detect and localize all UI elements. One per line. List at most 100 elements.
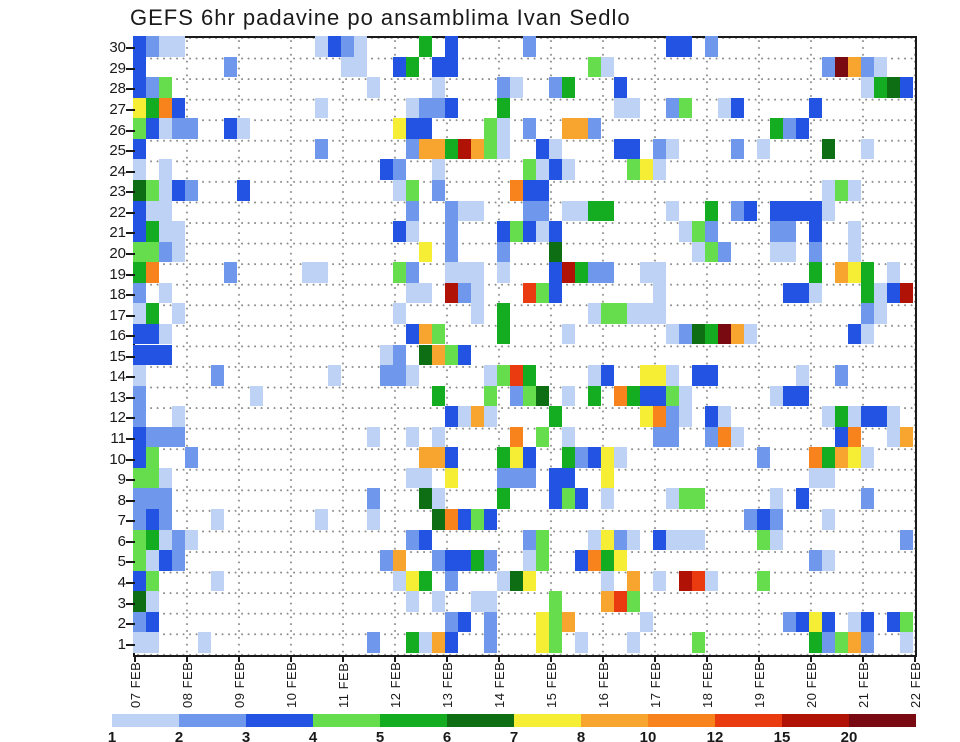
heatmap-cell (133, 529, 146, 551)
heatmap-cell (861, 262, 874, 283)
heatmap-cell (640, 262, 653, 283)
heatmap-cell (159, 426, 172, 448)
heatmap-cell (432, 77, 445, 98)
heatmap-cell (406, 221, 419, 242)
heatmap-cell (640, 406, 653, 427)
heatmap-cell (484, 365, 497, 386)
heatmap-cell (731, 426, 744, 448)
heatmap-cell (666, 97, 679, 119)
heatmap-cell (809, 282, 822, 304)
heatmap-cell (705, 406, 718, 427)
heatmap-cell (406, 56, 419, 78)
heatmap-cell (484, 509, 497, 530)
y-axis-label: 15 (109, 347, 126, 365)
heatmap-cell (445, 262, 458, 283)
heatmap-cell (562, 426, 575, 448)
heatmap-cell (848, 221, 861, 242)
y-axis-label: 4 (117, 574, 126, 592)
heatmap-cell (523, 529, 536, 551)
heatmap-cell (315, 97, 328, 119)
y-axis-tick (126, 335, 135, 338)
heatmap-cell (549, 611, 562, 633)
heatmap-cell (159, 200, 172, 222)
heatmap-cell (432, 488, 445, 510)
heatmap-cell (471, 591, 484, 612)
heatmap-cell (445, 221, 458, 242)
heatmap-cell (614, 303, 627, 324)
heatmap-cell (419, 467, 432, 489)
heatmap-cell (510, 447, 523, 468)
heatmap-cell (237, 118, 250, 139)
heatmap-cell (601, 303, 614, 324)
heatmap-cell (770, 221, 783, 242)
heatmap-cell (770, 241, 783, 263)
heatmap-cell (627, 385, 640, 407)
x-axis-label: 19 FEB (752, 661, 767, 708)
y-axis-tick (126, 273, 135, 276)
heatmap-cell (146, 323, 159, 345)
heatmap-cell (835, 632, 848, 653)
heatmap-cell (809, 241, 822, 263)
heatmap-cell (458, 406, 471, 427)
heatmap-cell (900, 282, 913, 304)
heatmap-cell (549, 282, 562, 304)
heatmap-cell (848, 406, 861, 427)
heatmap-cell (419, 138, 432, 160)
y-axis-label: 20 (109, 244, 126, 262)
heatmap-cell (172, 36, 185, 57)
colorbar-tick-label: 4 (308, 729, 318, 742)
heatmap-cell (172, 241, 185, 263)
heatmap-cell (796, 611, 809, 633)
y-axis-label: 7 (117, 512, 126, 530)
heatmap-cell (146, 611, 159, 633)
heatmap-cell (653, 282, 666, 304)
colorbar-tick-label: 8 (576, 729, 586, 742)
heatmap-cell (133, 200, 146, 222)
heatmap-cell (146, 344, 159, 366)
heatmap-cell (601, 570, 614, 592)
heatmap-cell (679, 323, 692, 345)
heatmap-cell (887, 262, 900, 283)
y-axis-label: 16 (109, 327, 126, 345)
colorbar-segment (715, 714, 782, 727)
heatmap-cell (523, 385, 536, 407)
y-axis-tick (126, 170, 135, 173)
heatmap-cell (536, 632, 549, 653)
heatmap-cell (159, 467, 172, 489)
heatmap-cell (172, 97, 185, 119)
colorbar-segment (380, 714, 447, 727)
colorbar-segment (849, 714, 916, 727)
heatmap-cell (185, 447, 198, 468)
heatmap-cell (523, 118, 536, 139)
heatmap-cell (848, 611, 861, 633)
heatmap-cell (419, 118, 432, 139)
heatmap-cell (861, 611, 874, 633)
heatmap-cell (679, 385, 692, 407)
heatmap-cell (133, 97, 146, 119)
heatmap-cell (484, 611, 497, 633)
heatmap-cell (146, 447, 159, 468)
heatmap-cell (510, 365, 523, 386)
heatmap-cell (510, 77, 523, 98)
heatmap-cell (666, 323, 679, 345)
heatmap-cell (445, 97, 458, 119)
y-axis-tick (126, 499, 135, 502)
heatmap-cell (536, 179, 549, 201)
heatmap-cell (133, 426, 146, 448)
heatmap-cell (146, 509, 159, 530)
heatmap-cell (497, 303, 510, 324)
heatmap-cell (783, 118, 796, 139)
heatmap-cell (367, 426, 380, 448)
heatmap-cell (133, 406, 146, 427)
y-axis-tick (126, 561, 135, 564)
x-axis-tick (498, 655, 500, 662)
heatmap-cell (822, 406, 835, 427)
heatmap-cell (549, 159, 562, 180)
colorbar-segment (514, 714, 581, 727)
x-axis-label: 14 FEB (492, 661, 507, 708)
heatmap-cell (861, 488, 874, 510)
heatmap-cell (419, 632, 432, 653)
heatmap-cell (471, 303, 484, 324)
heatmap-cell (445, 200, 458, 222)
heatmap-cell (341, 36, 354, 57)
